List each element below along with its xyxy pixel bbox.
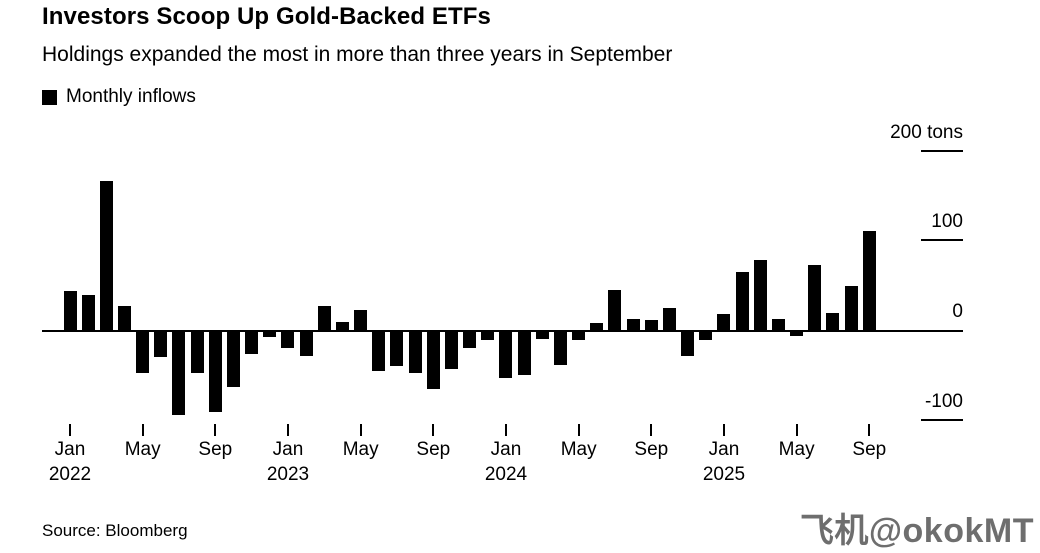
- x-tick-year-24: 2024: [484, 464, 528, 485]
- x-tick-line-20: [432, 424, 435, 436]
- x-tick-line-0: [69, 424, 71, 436]
- bar-jun-2023: [372, 331, 386, 371]
- bar-apr-2025: [771, 319, 785, 330]
- x-tick-month-24: Jan: [490, 439, 522, 460]
- bar-apr-2023: [335, 321, 349, 330]
- x-tick-month-40: May: [778, 439, 815, 460]
- bar-jul-2023: [390, 331, 404, 367]
- zero-axis-line: [42, 329, 963, 332]
- x-tick-month-32: Sep: [634, 439, 669, 460]
- bar-apr-2024: [553, 331, 567, 365]
- bar-jan-2025: [717, 313, 731, 330]
- bar-may-2025: [790, 331, 804, 336]
- bar-aug-2023: [408, 331, 422, 373]
- x-tick-line-8: [214, 424, 217, 436]
- bar-oct-2023: [444, 331, 458, 370]
- bar-mar-2025: [753, 260, 767, 330]
- x-tick-month-44: Sep: [852, 439, 887, 460]
- source-note: Source: Bloomberg: [42, 521, 188, 540]
- bar-nov-2023: [463, 331, 477, 348]
- bar-feb-2022: [81, 295, 95, 330]
- bar-oct-2022: [226, 331, 240, 388]
- watermark: 飞机@okokMT: [799, 512, 1034, 550]
- bar-sep-2024: [644, 320, 658, 330]
- legend-swatch-icon: [42, 89, 57, 105]
- y-tick-line-200: [921, 149, 963, 152]
- bar-sep-2025: [862, 231, 876, 330]
- bar-mar-2024: [535, 331, 549, 339]
- bar-jun-2025: [808, 264, 822, 330]
- bar-jan-2022: [63, 291, 77, 330]
- x-tick-line-40: [795, 424, 798, 436]
- bar-mar-2023: [317, 305, 331, 330]
- bar-mar-2022: [99, 181, 113, 330]
- x-tick-line-4: [141, 424, 144, 436]
- x-tick-month-4: May: [124, 439, 161, 460]
- bar-may-2022: [136, 331, 150, 373]
- x-tick-line-24: [504, 424, 507, 436]
- page-title: Investors Scoop Up Gold-Backed ETFs: [42, 3, 491, 30]
- x-tick-line-28: [577, 424, 580, 436]
- bar-oct-2024: [662, 308, 676, 330]
- x-tick-line-36: [722, 424, 725, 436]
- bar-jul-2024: [608, 289, 622, 330]
- x-tick-line-32: [650, 424, 653, 436]
- x-tick-year-36: 2025: [702, 464, 746, 485]
- bar-jun-2024: [590, 322, 604, 330]
- bar-aug-2022: [190, 331, 204, 373]
- bar-jul-2022: [172, 331, 186, 415]
- x-tick-month-16: May: [342, 439, 379, 460]
- bar-feb-2024: [517, 331, 531, 375]
- bar-sep-2023: [426, 331, 440, 389]
- y-tick-line--100: [921, 418, 963, 421]
- bar-jul-2025: [826, 312, 840, 330]
- bar-nov-2024: [681, 331, 695, 356]
- y-tick-label-100: 100: [931, 211, 963, 233]
- y-tick-label-200: 200 tons: [890, 121, 963, 143]
- bar-dec-2022: [263, 331, 277, 337]
- x-tick-year-12: 2023: [266, 464, 310, 485]
- y-tick-line-100: [921, 239, 963, 242]
- y-tick-label--100: -100: [924, 390, 963, 412]
- bar-nov-2022: [245, 331, 259, 354]
- x-tick-line-16: [359, 424, 362, 436]
- page-subtitle: Holdings expanded the most in more than …: [42, 43, 673, 66]
- bar-may-2023: [354, 310, 368, 330]
- bar-dec-2024: [699, 331, 713, 340]
- bar-dec-2023: [481, 331, 495, 341]
- bar-feb-2023: [299, 331, 313, 356]
- bar-jan-2024: [499, 331, 513, 379]
- bar-jun-2022: [154, 331, 168, 357]
- x-tick-month-12: Jan: [272, 439, 304, 460]
- bar-aug-2025: [844, 286, 858, 330]
- x-tick-line-44: [868, 424, 871, 436]
- x-tick-line-12: [286, 424, 289, 436]
- x-tick-month-36: Jan: [708, 439, 740, 460]
- x-tick-month-28: May: [560, 439, 597, 460]
- x-tick-month-0: Jan: [54, 439, 86, 460]
- bar-aug-2024: [626, 319, 640, 330]
- bar-sep-2022: [208, 331, 222, 413]
- bar-jan-2023: [281, 331, 295, 348]
- y-tick-label-0: 0: [952, 301, 963, 322]
- bar-may-2024: [572, 331, 586, 340]
- x-tick-month-8: Sep: [198, 439, 233, 460]
- x-tick-month-20: Sep: [416, 439, 451, 460]
- bar-feb-2025: [735, 271, 749, 330]
- x-tick-year-0: 2022: [48, 464, 92, 485]
- bar-apr-2022: [117, 305, 131, 330]
- legend: Monthly inflows: [42, 86, 196, 108]
- legend-label: Monthly inflows: [66, 86, 196, 107]
